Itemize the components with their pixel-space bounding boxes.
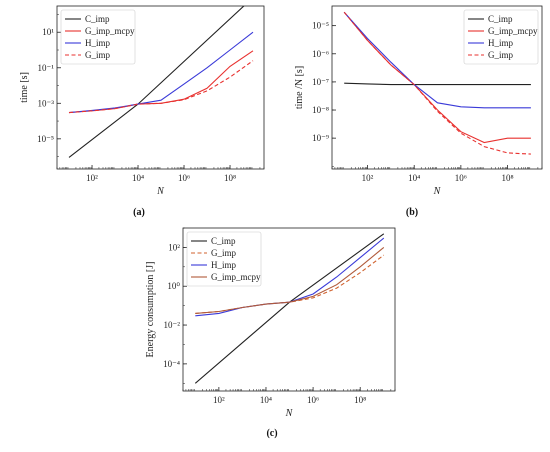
minor-ticks bbox=[331, 25, 543, 169]
legend: C_imp G_imp_mcpy H_imp G_imp bbox=[60, 9, 136, 65]
x-tick-label: 10² bbox=[362, 173, 374, 183]
legend: C_imp G_imp H_imp G_imp_mcpy bbox=[186, 231, 262, 287]
y-tick-label: 10¹ bbox=[42, 27, 54, 37]
y-tick-label: 10⁻⁶ bbox=[312, 49, 329, 59]
x-tick-label: 10⁶ bbox=[307, 395, 319, 405]
x-tick-label: 10⁸ bbox=[224, 173, 236, 183]
legend-entry: H_imp bbox=[85, 38, 111, 48]
x-tick-label: 10⁴ bbox=[132, 173, 144, 183]
legend-entry: C_imp bbox=[85, 14, 110, 24]
y-tick-label: 10⁻² bbox=[164, 320, 181, 330]
legend-entry: H_imp bbox=[211, 260, 237, 270]
chart-panel-c: 10² 10⁴ 10⁶ 10⁸ 10⁻⁴ 10⁻² 10⁰ 10² N Energy consum… bbox=[145, 227, 396, 439]
legend-entry: G_imp bbox=[211, 248, 237, 258]
y-tick-label: 10² bbox=[168, 242, 180, 252]
minor-ticks bbox=[56, 14, 265, 169]
x-tick-label: 10⁸ bbox=[354, 395, 366, 405]
y-tick-label: 10⁻³ bbox=[38, 98, 55, 108]
y-axis-label: time /N [s] bbox=[294, 66, 305, 109]
legend-entry: C_imp bbox=[211, 236, 236, 246]
x-tick-label: 10⁶ bbox=[455, 173, 467, 183]
legend-entry: G_imp_mcpy bbox=[488, 26, 538, 36]
legend-box bbox=[60, 9, 136, 65]
legend-box bbox=[186, 231, 262, 287]
x-tick-label: 10² bbox=[86, 173, 98, 183]
y-tick-label: 10⁻⁷ bbox=[312, 77, 329, 87]
x-axis-label: N bbox=[433, 186, 442, 197]
legend-entry: G_imp bbox=[85, 50, 111, 60]
series-line-g-imp-mcpy bbox=[195, 246, 385, 314]
y-tick-label: 10⁻⁴ bbox=[163, 359, 180, 369]
x-tick-label: 10⁴ bbox=[260, 395, 272, 405]
series-line-h-imp bbox=[68, 31, 254, 114]
series-line-g-imp bbox=[68, 60, 254, 114]
y-tick-label: 10⁻¹ bbox=[38, 63, 55, 73]
series-line-g-imp bbox=[343, 11, 531, 155]
y-tick-label: 10⁻⁵ bbox=[37, 134, 54, 144]
y-tick-label: 10⁻⁸ bbox=[312, 105, 329, 115]
series-line-c-imp bbox=[344, 82, 531, 86]
y-axis-label: Energy consumption [J] bbox=[145, 262, 156, 358]
y-tick-label: 10⁻⁹ bbox=[312, 133, 329, 143]
x-tick-label: 10² bbox=[213, 395, 225, 405]
series-line-h-imp bbox=[343, 11, 531, 109]
y-tick-label: 10⁰ bbox=[167, 281, 180, 291]
legend: C_imp G_imp_mcpy H_imp G_imp bbox=[463, 9, 539, 65]
panel-caption: (b) bbox=[406, 207, 418, 218]
y-axis-label: time [s] bbox=[19, 72, 30, 103]
x-tick-label: 10⁸ bbox=[501, 173, 513, 183]
legend-entry: G_imp_mcpy bbox=[85, 26, 135, 36]
legend-entry: G_imp bbox=[488, 50, 514, 60]
y-tick-label: 10⁻⁵ bbox=[312, 21, 329, 31]
panel-caption: (a) bbox=[133, 207, 145, 218]
x-axis-label: N bbox=[156, 186, 165, 197]
x-tick-label: 10⁶ bbox=[178, 173, 190, 183]
x-axis-label: N bbox=[285, 408, 294, 419]
panel-caption: (c) bbox=[266, 428, 277, 439]
legend-box bbox=[463, 9, 539, 65]
legend-entry: C_imp bbox=[488, 14, 513, 24]
legend-entry: G_imp_mcpy bbox=[211, 272, 261, 282]
x-tick-label: 10⁴ bbox=[408, 173, 420, 183]
minor-ticks bbox=[182, 227, 396, 391]
legend-entry: H_imp bbox=[488, 38, 514, 48]
